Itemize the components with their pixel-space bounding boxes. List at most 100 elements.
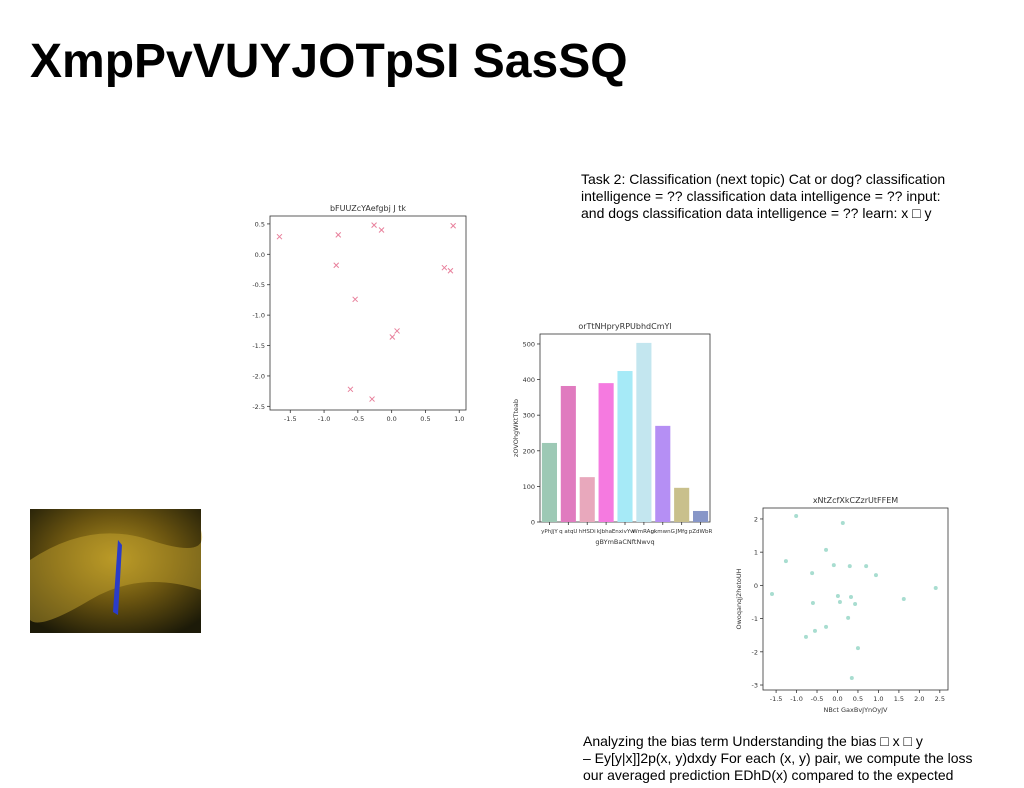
y-axis-label: Owoqanqj2hetoUH — [735, 568, 743, 629]
x-tick-label: -1.0 — [790, 695, 803, 703]
x-tick-label: pZdWbR — [689, 529, 713, 535]
text-line: Analyzing the bias term Understanding th… — [583, 733, 923, 749]
point — [835, 594, 840, 599]
point — [849, 676, 854, 681]
bar — [579, 477, 595, 522]
x-tick-label: kJbhaE — [597, 529, 616, 535]
point — [389, 334, 396, 340]
x-tick-label: 2.0 — [914, 695, 924, 703]
point — [371, 222, 377, 228]
y-tick-label: -2.5 — [252, 403, 265, 411]
point — [812, 628, 817, 633]
point — [855, 646, 860, 651]
chart-title: bFUUZcYAefgbj J tk — [330, 204, 406, 213]
x-tick-label: 1.0 — [454, 415, 464, 423]
x-tick-label: -0.5 — [811, 695, 824, 703]
text-line: Task 2: Classification (next topic) Cat … — [581, 171, 946, 187]
photo — [30, 509, 203, 633]
y-tick-label: 0.0 — [255, 251, 265, 259]
point — [848, 595, 853, 600]
x-tick-label: 0.5 — [420, 415, 430, 423]
point — [783, 559, 788, 564]
chart-title: xNtZcfXkCZzrUtFFEM — [813, 496, 898, 505]
point — [824, 547, 829, 552]
text-line: our averaged prediction EDhD(x) compared… — [583, 767, 954, 783]
point — [810, 571, 815, 576]
y-tick-label: 0 — [531, 519, 535, 527]
point — [810, 600, 815, 605]
point — [378, 227, 385, 233]
x-tick-label: WmRAgi — [632, 529, 656, 535]
bar — [560, 385, 576, 522]
point — [837, 599, 842, 604]
bar — [636, 342, 652, 522]
point — [831, 563, 836, 568]
chart-title: orTtNHpryRPUbhdCmYl — [578, 322, 671, 331]
y-tick-label: 2 — [754, 515, 758, 523]
y-tick-label: 400 — [523, 376, 535, 384]
x-tick-label: 1.0 — [873, 695, 883, 703]
x-axis-label: gBYmBaCNftNwvq — [595, 538, 654, 546]
y-tick-label: 500 — [523, 340, 535, 348]
point — [824, 624, 829, 629]
point — [352, 296, 359, 303]
x-tick-label: q atqU — [559, 529, 577, 535]
y-tick-label: 100 — [523, 483, 535, 491]
point — [447, 267, 454, 274]
y-tick-label: 0 — [754, 582, 758, 590]
point — [276, 233, 283, 240]
point — [840, 520, 845, 525]
x-tick-label: -1.5 — [770, 695, 783, 703]
y-tick-label: 200 — [523, 447, 535, 455]
x-tick-label: 1.5 — [894, 695, 904, 703]
x-tick-label: 0.0 — [386, 415, 396, 423]
y-tick-label: 0.5 — [255, 220, 265, 228]
text-line: – Ey[y|x]]2p(x, y)dxdy For each (x, y) p… — [583, 750, 973, 766]
y-tick-label: 1 — [754, 549, 758, 557]
bar — [617, 371, 633, 522]
x-tick-label: hHSDi — [579, 529, 596, 535]
point — [853, 601, 858, 606]
y-axis-label: zOVOhgWKtTteab — [512, 399, 520, 457]
x-tick-label: -1.5 — [284, 415, 297, 423]
text-block: Task 2: Classification (next topic) Cat … — [581, 171, 945, 222]
plot-frame — [762, 507, 949, 691]
text-line: and dogs classification data intelligenc… — [581, 205, 932, 221]
point — [450, 222, 457, 229]
x-tick-label: ukmwnG — [651, 529, 675, 535]
y-tick-label: -1 — [752, 615, 758, 623]
point — [333, 262, 340, 269]
y-tick-label: 300 — [523, 412, 535, 420]
x-tick-label: 0.5 — [853, 695, 863, 703]
x-tick-label: -0.5 — [352, 415, 365, 423]
slide-title: XmpPvVUYJOTpSI SasSQ — [30, 35, 628, 88]
point — [803, 634, 808, 639]
y-tick-label: -2.0 — [252, 372, 265, 380]
x-tick-label: nxivYw — [615, 529, 635, 535]
point — [846, 615, 851, 620]
point — [441, 264, 448, 271]
point — [794, 513, 799, 518]
text-block: Analyzing the bias term Understanding th… — [583, 733, 973, 784]
x-tick-label: JMfg — [675, 529, 688, 535]
y-tick-label: -1.5 — [252, 342, 265, 350]
point — [770, 592, 775, 597]
y-tick-label: -0.5 — [252, 281, 265, 289]
point — [394, 328, 400, 334]
text-line: intelligence = ?? classification data in… — [581, 188, 941, 204]
plot-frame — [269, 215, 467, 411]
x-tick-label: yPhJjY — [541, 529, 558, 535]
point — [347, 386, 354, 393]
bar — [598, 383, 614, 522]
x-tick-label: 2.5 — [935, 695, 945, 703]
bar — [541, 442, 557, 522]
x-axis-label: NBct GaxBvJYnOyJV — [823, 706, 888, 714]
bar — [674, 487, 690, 522]
y-tick-label: -2 — [752, 648, 758, 656]
x-tick-label: -1.0 — [318, 415, 331, 423]
point — [847, 564, 852, 569]
bar — [693, 510, 709, 522]
y-tick-label: -3 — [752, 682, 758, 690]
